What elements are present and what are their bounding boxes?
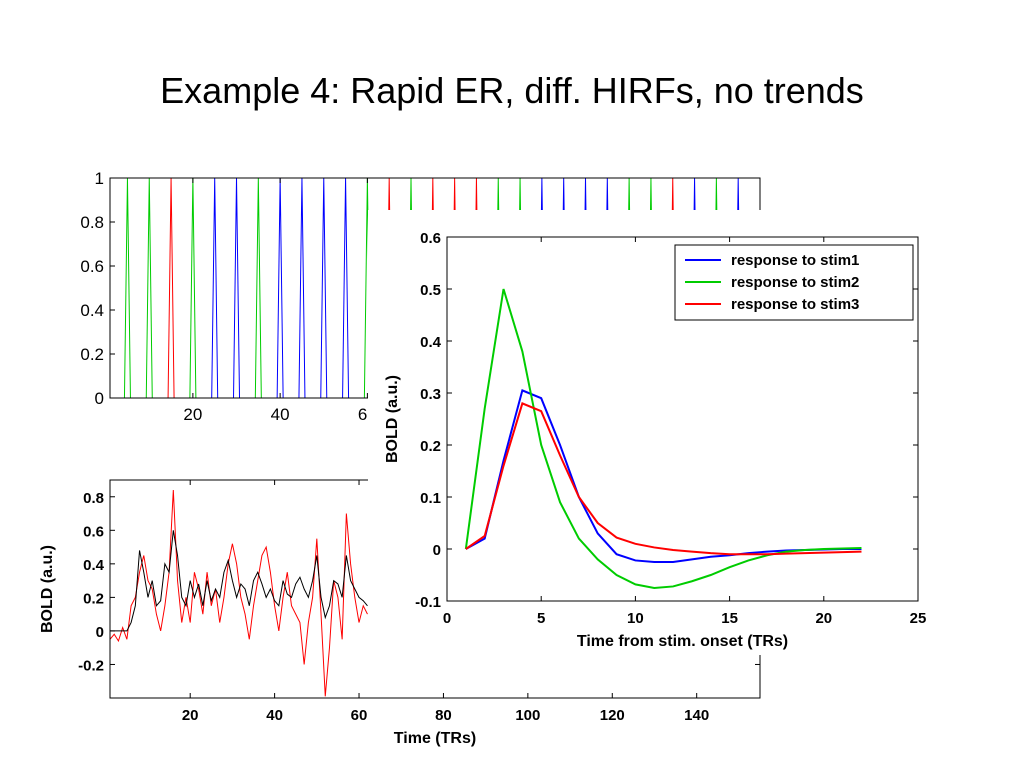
timecourse-ytick-label: 0.6 (83, 523, 104, 540)
hrf-legend-label: response to stim1 (731, 252, 859, 269)
hrf-estimates-ytick-label: 0 (433, 542, 441, 559)
hrf-estimates-ytick-label: 0.6 (420, 230, 441, 247)
timecourse-xtick-label: 40 (266, 707, 283, 724)
stimulus-ytick-label: 0.6 (80, 257, 104, 276)
hrf-estimates-ytick-label: 0.4 (420, 334, 442, 351)
timecourse-xtick-label: 100 (515, 707, 540, 724)
timecourse-xtick-label: 140 (684, 707, 709, 724)
hrf-estimates-frame (446, 236, 919, 602)
timecourse-xtick-label: 60 (351, 707, 368, 724)
timecourse-xtick-label: 20 (182, 707, 199, 724)
timecourse-xtick-label: 120 (600, 707, 625, 724)
hrf-estimates-xtick-label: 10 (627, 610, 644, 627)
stimulus-xtick-label: 20 (183, 405, 202, 424)
hrf-series-stim2 (464, 288, 862, 590)
timecourse-x-axis-label: Time (TRs) (394, 730, 476, 747)
timecourse-ytick-label: 0.8 (83, 490, 104, 507)
hrf-estimates-xtick-label: 0 (443, 610, 451, 627)
hrf-estimates-y-axis-label: BOLD (a.u.) (384, 375, 401, 463)
hrf-legend-label: response to stim3 (731, 296, 859, 313)
stimulus-ytick-label: 0.4 (80, 301, 104, 320)
stimulus-ytick-label: 0.2 (80, 345, 104, 364)
timecourse-y-axis-label: BOLD (a.u.) (39, 545, 56, 633)
slide-title: Example 4: Rapid ER, diff. HIRFs, no tre… (160, 70, 864, 111)
hrf-estimates-xtick-label: 15 (721, 610, 738, 627)
timecourse-ytick-label: 0.4 (83, 557, 105, 574)
timecourse-ytick-label: -0.2 (78, 657, 104, 674)
hrf-series-stim3 (465, 402, 862, 556)
hrf-estimates-ytick-label: 0.1 (420, 490, 441, 507)
hrf-estimates-xtick-label: 25 (910, 610, 927, 627)
stimulus-ytick-label: 0 (95, 389, 104, 408)
hrf-estimates-xtick-label: 5 (537, 610, 545, 627)
hrf-estimates-ytick-label: 0.2 (420, 438, 441, 455)
hrf-estimates-xtick-label: 20 (815, 610, 832, 627)
hrf-estimates-ytick-label: -0.1 (415, 594, 441, 611)
timecourse-series-fit (110, 530, 368, 632)
timecourse-series-stim3 (109, 490, 368, 697)
stimulus-ytick-label: 0.8 (80, 213, 104, 232)
stimulus-ytick-label: 1 (95, 169, 104, 188)
hrf-estimates-ytick-label: 0.3 (420, 386, 441, 403)
hrf-estimates-x-axis-label: Time from stim. onset (TRs) (577, 633, 788, 650)
stimulus-xtick-label: 40 (271, 405, 290, 424)
timecourse-xtick-label: 80 (435, 707, 452, 724)
hrf-legend-label: response to stim2 (731, 274, 859, 291)
timecourse-ytick-label: 0 (96, 624, 104, 641)
hrf-estimates-ytick-label: 0.5 (420, 282, 441, 299)
timecourse-ytick-label: 0.2 (83, 590, 104, 607)
